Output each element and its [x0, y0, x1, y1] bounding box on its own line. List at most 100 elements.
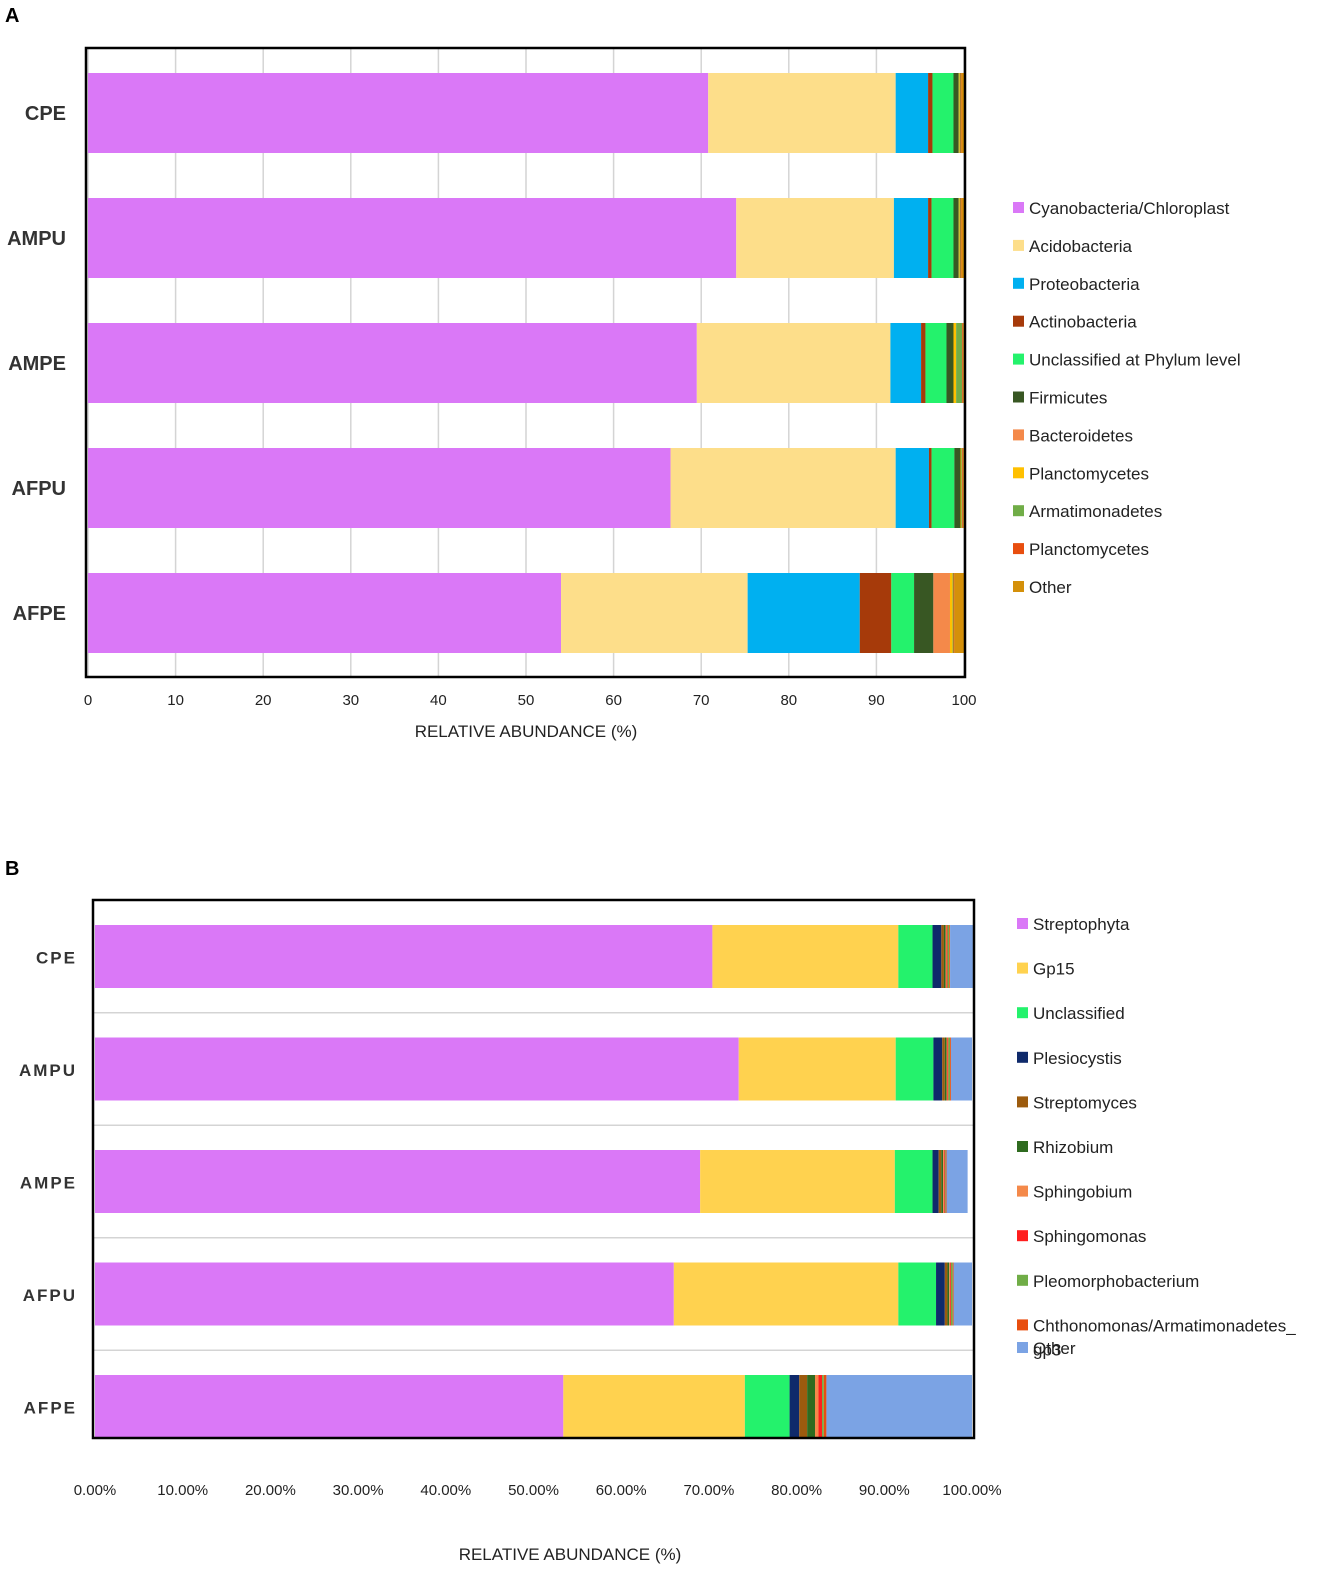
bar-segment — [961, 198, 964, 278]
bar-segment — [928, 198, 932, 278]
bar-segment — [928, 73, 933, 153]
x-tick-label: 60.00% — [596, 1482, 647, 1499]
bar-segment — [895, 73, 929, 153]
bar-segment — [948, 1037, 951, 1101]
bar-segment — [943, 925, 946, 988]
plot-frame — [91, 898, 976, 1440]
category-label: AMPU — [7, 228, 66, 250]
bar-segment — [949, 925, 951, 988]
legend-label: Planctomycetes — [1029, 464, 1149, 483]
bar-segment — [708, 73, 896, 153]
bar-segment — [890, 323, 922, 403]
legend-swatch — [1017, 1274, 1028, 1286]
x-tick-label: 10 — [167, 692, 184, 709]
legend-label: gp3 — [1033, 1340, 1061, 1359]
bar-segment — [914, 573, 934, 653]
bar-segment — [88, 198, 737, 278]
legend-label: Streptophyta — [1033, 915, 1130, 934]
legend-swatch — [1017, 1007, 1028, 1019]
bar-segment — [815, 1375, 819, 1438]
bar-segment — [958, 198, 960, 278]
bar-segment — [88, 73, 709, 153]
legend-swatch — [1013, 429, 1024, 441]
legend-label: Gp15 — [1033, 960, 1075, 979]
bar-segment — [95, 1375, 564, 1438]
x-tick-label: 40 — [430, 692, 447, 709]
bar-segment — [945, 1150, 947, 1213]
bar-segment — [799, 1375, 808, 1438]
bar-segment — [895, 1037, 934, 1101]
bar-segment — [925, 323, 947, 403]
legend-label: Sphingomonas — [1033, 1227, 1146, 1246]
x-tick-label: 60 — [605, 692, 622, 709]
legend-swatch — [1017, 1319, 1028, 1331]
legend-swatch — [1017, 1185, 1028, 1197]
bar-segment — [943, 1150, 945, 1213]
bar-segment — [700, 1150, 895, 1213]
x-tick-label: 10.00% — [157, 1482, 208, 1499]
legend-swatch — [1013, 505, 1024, 517]
x-tick-label: 0 — [84, 692, 92, 709]
bar-segment — [954, 573, 964, 653]
legend-label: Armatimonadetes — [1029, 502, 1162, 521]
bar-segment — [894, 1150, 933, 1213]
panel-label: A — [5, 5, 19, 27]
legend-swatch — [1013, 581, 1024, 592]
bar-segment — [947, 1262, 950, 1326]
bar-segment — [950, 925, 973, 988]
bar-segment — [88, 573, 562, 653]
bar-segment — [938, 1150, 942, 1213]
bar-segment — [958, 73, 960, 153]
bar-segment — [953, 73, 959, 153]
legend-label: Streptomyces — [1033, 1093, 1137, 1112]
bar-segment — [946, 1037, 948, 1101]
bar-segment — [953, 573, 955, 653]
bar-segment — [944, 1150, 946, 1213]
bar-segment — [953, 323, 957, 403]
bar-segment — [898, 925, 933, 988]
bar-segment — [943, 1150, 944, 1213]
bar-segment — [932, 925, 942, 988]
bar-segment — [947, 925, 950, 988]
bar-segment — [744, 1375, 790, 1438]
x-tick-label: 20.00% — [245, 1482, 296, 1499]
bar-segment — [736, 198, 894, 278]
legend-label: Cyanobacteria/Chloroplast — [1029, 199, 1230, 218]
x-axis-title: RELATIVE ABUNDANCE (%) — [459, 1545, 682, 1564]
bar-segment — [941, 925, 944, 988]
x-tick-label: 40.00% — [420, 1482, 471, 1499]
bar-segment — [960, 198, 962, 278]
bar-segment — [696, 323, 891, 403]
bar-segment — [738, 1037, 896, 1101]
legend-swatch — [1013, 353, 1024, 365]
bar-segment — [933, 1037, 943, 1101]
bar-segment — [959, 198, 961, 278]
category-label: CPE — [25, 103, 66, 125]
x-tick-label: 20 — [255, 692, 272, 709]
legend-label: Bacteroidetes — [1029, 426, 1133, 445]
legend-swatch — [1013, 315, 1024, 327]
bar-segment — [928, 448, 932, 528]
chart-b: B CPE AMPU AMPE AFPU AFPE 0.00% 10.00% 20.00% 30.… — [5, 858, 1296, 1564]
bar-segment — [946, 323, 954, 403]
bar-segment — [807, 1375, 816, 1438]
bar-segment — [789, 1375, 800, 1438]
legend-label: Unclassified — [1033, 1004, 1125, 1023]
x-tick-label: 30 — [342, 692, 359, 709]
legend-swatch — [1013, 391, 1024, 403]
bar-segment — [942, 1037, 945, 1101]
legend-swatch — [1013, 467, 1024, 479]
legend-label: Pleomorphobacterium — [1033, 1272, 1199, 1291]
bar-segment — [945, 925, 947, 988]
bar-segment — [561, 573, 748, 653]
category-label: AMPE — [8, 353, 66, 375]
legend-swatch — [1017, 918, 1028, 929]
legend-label: Planctomycetes — [1029, 540, 1149, 559]
chart-a: A CPE AMPU AMPE AFPU AFPE 0 10 20 30 40 50 60 70 80 90 1… — [5, 5, 1241, 741]
bar-segment — [949, 573, 953, 653]
bar-segment — [826, 1375, 972, 1438]
x-tick-label: 80 — [780, 692, 797, 709]
bar-segment — [88, 323, 697, 403]
x-tick-label: 100 — [951, 692, 976, 709]
x-tick-label: 100.00% — [942, 1482, 1001, 1499]
